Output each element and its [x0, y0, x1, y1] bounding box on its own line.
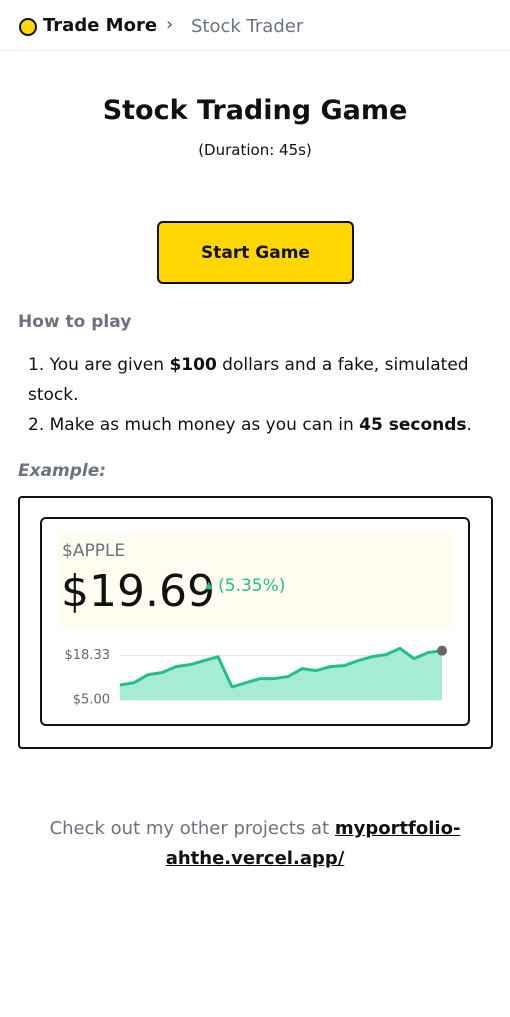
y-tick-label: $5.00	[73, 693, 110, 708]
duration: (Duration: 45s)	[198, 141, 312, 159]
price-panel	[58, 534, 453, 630]
header	[0, 0, 510, 51]
price: $19.69	[61, 566, 215, 617]
step-number: 2.	[28, 415, 50, 435]
step-emphasis: 45 seconds	[359, 415, 467, 435]
y-tick-label: $18.33	[65, 648, 111, 663]
breadcrumb[interactable]: Stock Trader	[191, 16, 304, 37]
last-point	[437, 645, 447, 656]
change: ▲ (5.35%)	[205, 576, 285, 596]
ticker: $APPLE	[62, 541, 126, 561]
step-text: dollars and a fake, simulated stock.	[28, 355, 469, 405]
footer-text: Check out my other projects at	[49, 818, 335, 839]
area	[120, 648, 442, 700]
steps: 1. You are given $100 dollars and a fake…	[28, 350, 488, 440]
chart: $5.00 $18.33	[65, 645, 447, 708]
step-number: 1.	[28, 355, 50, 375]
line	[119, 646, 443, 689]
example-card	[40, 517, 470, 726]
step: 1. You are given $100 dollars and a fake…	[28, 350, 488, 410]
step: 2. Make as much money as you can in 45 s…	[28, 410, 488, 440]
start-button[interactable]: Start Game	[157, 221, 354, 284]
up-arrow: ▲	[205, 580, 213, 591]
title: Stock Trading Game	[102, 95, 408, 126]
how-heading: How to play	[18, 312, 132, 332]
footer: Check out my other projects at myportfol…	[40, 814, 470, 874]
portfolio-link[interactable]: myportfolio-ahthe.vercel.app/	[165, 818, 461, 869]
logo	[19, 18, 37, 36]
step-text: Make as much money as you can in	[49, 415, 360, 435]
step-emphasis: $100	[169, 355, 217, 375]
step-text: .	[466, 415, 472, 435]
example-box	[18, 496, 493, 749]
brand[interactable]: Trade More	[43, 15, 158, 36]
example-label: Example:	[18, 461, 107, 481]
chevron: ›	[166, 14, 174, 35]
change-value: (5.35%)	[218, 576, 286, 596]
step-text: You are given	[49, 355, 170, 375]
